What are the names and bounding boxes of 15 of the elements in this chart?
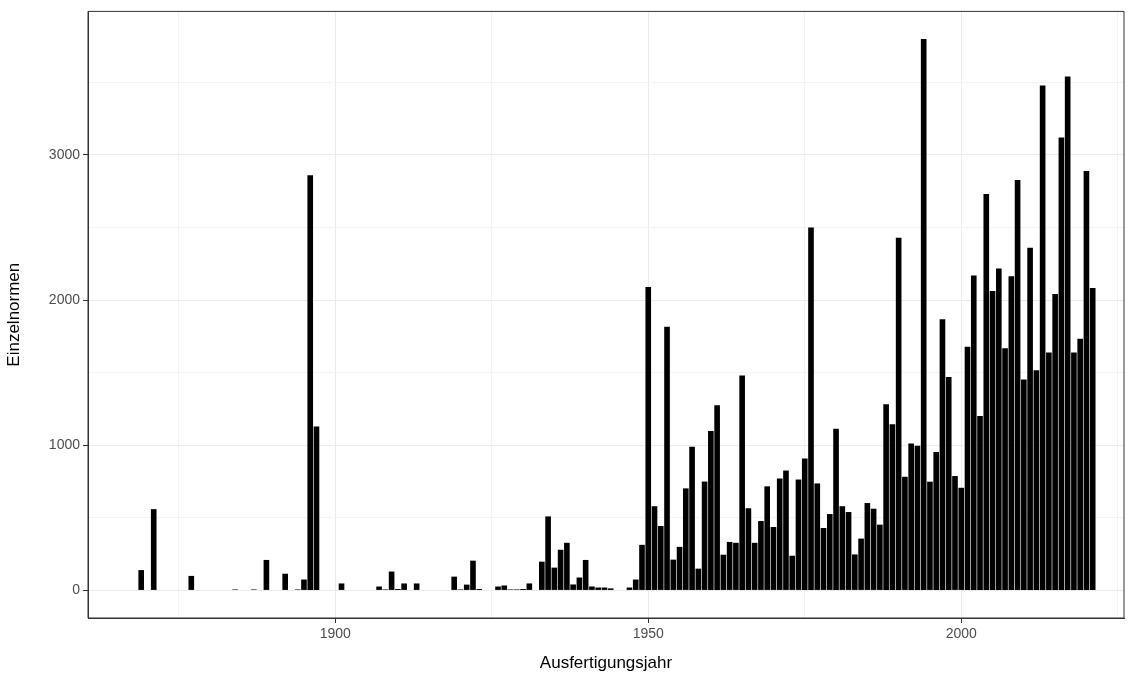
- x-tick-label: 2000: [945, 625, 978, 642]
- y-tick-label: 0: [72, 581, 81, 598]
- bar: [138, 570, 145, 590]
- y-tick-label: 1000: [48, 436, 81, 453]
- x-axis-title: Ausfertigungsjahr: [539, 653, 673, 673]
- y-axis-title: Einzelnormen: [3, 262, 23, 367]
- bar: [413, 583, 420, 590]
- bar: [282, 573, 288, 590]
- x-tick-label: 1950: [632, 625, 665, 642]
- bar: [150, 509, 157, 590]
- y-tick-label: 2000: [48, 290, 81, 307]
- y-tick-label: 3000: [48, 145, 81, 162]
- bar: [188, 575, 195, 590]
- bar: [338, 583, 345, 590]
- x-tick-label: 1900: [319, 625, 352, 642]
